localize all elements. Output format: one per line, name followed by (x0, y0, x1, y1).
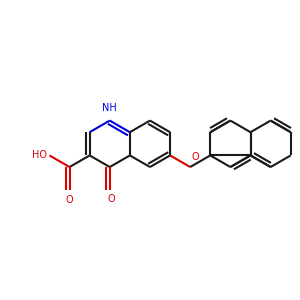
Text: O: O (66, 195, 73, 205)
Text: HO: HO (32, 150, 47, 161)
Text: O: O (192, 152, 200, 162)
Text: O: O (107, 194, 115, 204)
Text: NH: NH (102, 103, 117, 113)
